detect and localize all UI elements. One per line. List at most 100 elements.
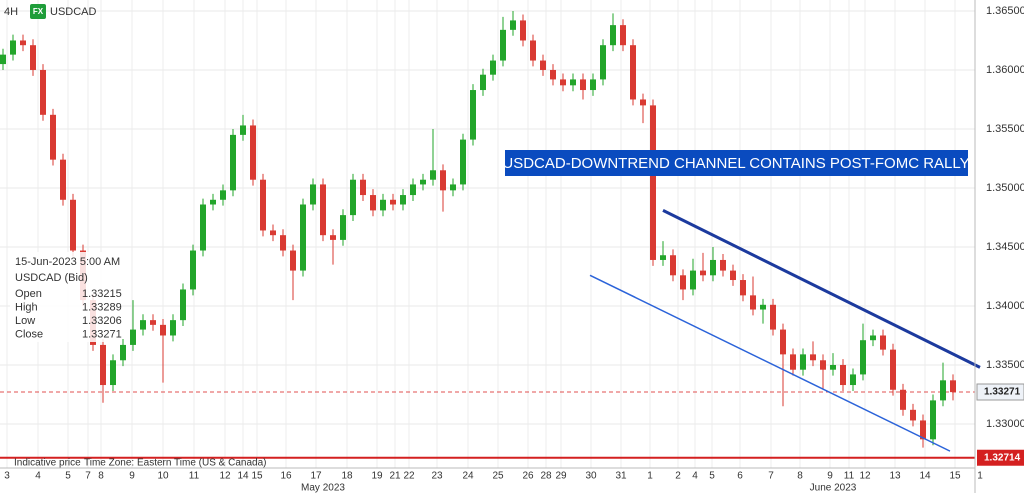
candle-body [510, 20, 516, 30]
candle-body [900, 389, 906, 410]
x-tick-label: 11 [844, 471, 855, 482]
x-tick-label: 11 [189, 471, 200, 482]
y-tick-label: 1.33500 [986, 359, 1024, 371]
x-tick-label: 15 [251, 471, 263, 482]
y-tick-label: 1.36500 [986, 5, 1024, 17]
info-value: 1.33289 [82, 301, 122, 313]
x-tick-label: 9 [827, 471, 833, 482]
x-tick-label: 24 [462, 471, 474, 482]
month-label: May 2023 [301, 483, 345, 493]
candle-body [850, 374, 856, 386]
candle-body [670, 255, 676, 276]
trendline [662, 209, 981, 369]
candle-body [180, 289, 186, 321]
y-tick-label: 1.33000 [986, 418, 1024, 430]
candle-body [310, 184, 316, 205]
candle-body [630, 45, 636, 100]
x-tick-label: 5 [709, 471, 715, 482]
candle-body [260, 179, 266, 231]
info-rows: Open 1.33215 High 1.33289 Low 1.33206 Close 1.3… [15, 288, 122, 341]
candle-body [560, 79, 566, 86]
x-tick-label: 2 [675, 471, 681, 482]
candle-body [580, 79, 586, 91]
y-tick-label: 1.35500 [986, 123, 1024, 135]
candle-body [490, 60, 496, 75]
candle-body [880, 335, 886, 350]
candle-body [70, 199, 76, 251]
x-tick-label: 13 [889, 471, 901, 482]
x-tick-label: 26 [522, 471, 534, 482]
candle-body [570, 79, 576, 86]
candle-body [930, 400, 936, 440]
grid [0, 0, 975, 468]
candle-body [470, 90, 476, 140]
candle-body [640, 99, 646, 106]
x-tick-label: 8 [797, 471, 803, 482]
candle-body [210, 199, 216, 205]
candle-body [250, 125, 256, 180]
candle-body [40, 69, 46, 115]
candle-body [420, 179, 426, 185]
candle-body [60, 159, 66, 200]
candle-body [890, 349, 896, 390]
candle-body [440, 170, 446, 191]
candle-body [460, 139, 466, 185]
candle-body [500, 29, 506, 61]
symbol: USDCAD [50, 6, 97, 18]
candle-body [430, 170, 436, 180]
info-label: High [15, 301, 38, 313]
candle-body [540, 60, 546, 70]
candle-body [920, 420, 926, 440]
x-tick-label: 29 [555, 471, 567, 482]
candle-body [330, 235, 336, 240]
candle-body [940, 380, 946, 401]
candle-body [400, 195, 406, 205]
annotation-box [505, 150, 968, 176]
candle-body [530, 40, 536, 61]
y-tick-label: 1.34500 [986, 241, 1024, 253]
candle-body [780, 329, 786, 355]
candle-body [870, 335, 876, 341]
candle-body [340, 215, 346, 240]
candle-body [910, 409, 916, 421]
candle-body [350, 179, 356, 216]
info-panel [10, 252, 122, 342]
plot [0, 10, 981, 459]
info-value: 1.33271 [82, 328, 122, 340]
x-tick-label: 6 [737, 471, 743, 482]
candle-body [140, 320, 146, 330]
candle-body [800, 354, 806, 370]
candle-body [220, 190, 226, 200]
candle-body [370, 195, 376, 211]
y-tick-label: 1.36000 [986, 64, 1024, 76]
candle-body [190, 250, 196, 290]
candle-body [620, 25, 626, 46]
candle-body [720, 259, 726, 271]
x-tick-label: 8 [98, 471, 104, 482]
candle-body [0, 54, 6, 65]
x-tick-label: 4 [35, 471, 41, 482]
footer-note: Indicative price [14, 458, 81, 469]
x-tick-label: 30 [585, 471, 597, 482]
candle-body [810, 354, 816, 361]
x-tick-label: 23 [431, 471, 443, 482]
candle-body [130, 329, 136, 345]
x-tick-label: 19 [371, 471, 383, 482]
candle-body [770, 304, 776, 330]
x-tick-label: 21 [389, 471, 401, 482]
price-label-box [976, 383, 1024, 401]
x-tick-label: 4 [692, 471, 698, 482]
candle-body [50, 114, 56, 160]
candle-body [160, 324, 166, 336]
x-tick-label: 14 [237, 471, 249, 482]
candle-body [820, 360, 826, 370]
candle-body [480, 74, 486, 91]
candle-body [280, 235, 286, 251]
candle-body [360, 179, 366, 196]
candle-body [860, 340, 866, 375]
candle-body [610, 25, 616, 46]
x-tick-label: 31 [615, 471, 627, 482]
candle-body [240, 125, 246, 135]
price-label: 1.32714 [984, 452, 1021, 463]
